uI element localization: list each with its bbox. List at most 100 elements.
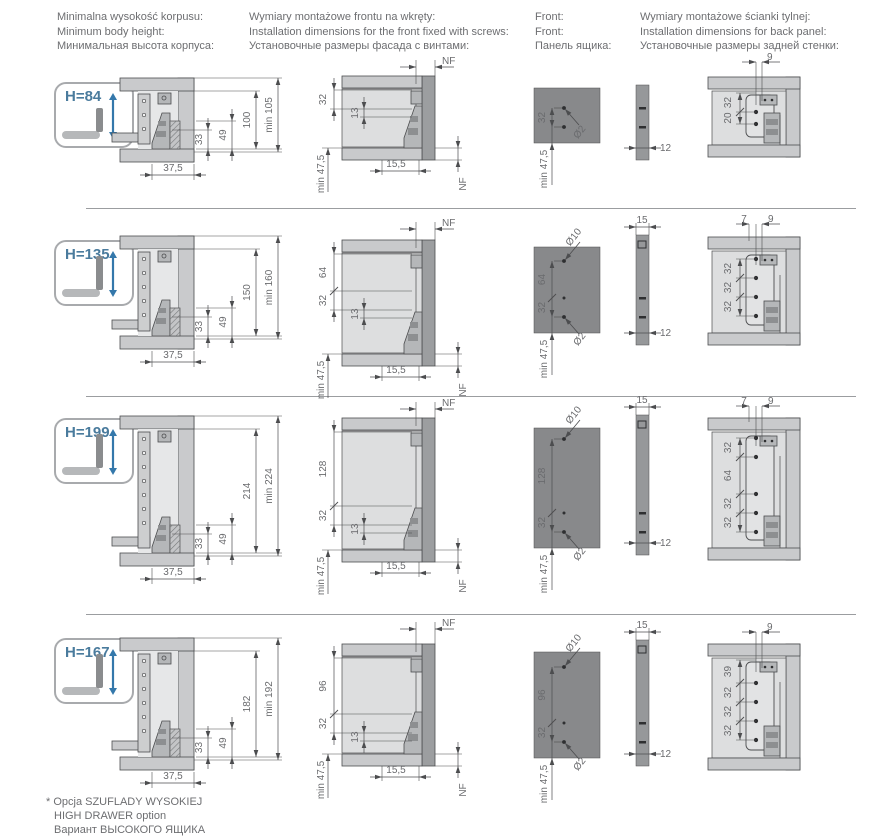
dim-label: 33 — [194, 321, 205, 333]
height-badge: H=135 — [54, 240, 134, 306]
dim-label: NF — [458, 177, 469, 190]
dim-label: 37,5 — [163, 567, 183, 578]
dim-label: 96 — [318, 680, 329, 692]
footnote-line-ru: Вариант ВЫСОКОГО ЯЩИКА — [54, 823, 206, 836]
dim-label: 37,5 — [163, 771, 183, 782]
dim-label: 32 — [537, 517, 548, 529]
back-panel-diagram: 9 39 32 32 32 — [707, 622, 801, 771]
body-diagram: 37,5 33 49 100 min 105 — [111, 77, 282, 180]
dim-label: min 47,5 — [316, 556, 327, 595]
dim-label: NF — [442, 56, 455, 67]
dim-label: 49 — [218, 129, 229, 141]
header-line-ru: Установочные размеры задней стенки: — [640, 40, 839, 53]
dim-label: min 47,5 — [316, 154, 327, 193]
dim-label: 20 — [723, 112, 734, 124]
back-panel-diagram: 9 32 20 — [707, 52, 801, 158]
dim-label: NF — [442, 218, 455, 229]
column-header-front: Front: Front: Панель ящика: — [535, 10, 611, 54]
dim-label: 32 — [318, 295, 329, 307]
dim-label: 15,5 — [386, 159, 406, 170]
header-line-en: Front: — [535, 25, 564, 38]
dim-label: 128 — [537, 467, 548, 484]
column-header-front-screws: Wymiary montażowe frontu na wkręty: Inst… — [249, 10, 509, 54]
dim-label: 32 — [537, 302, 548, 314]
header-line-ru: Установочные размеры фасада с винтами: — [249, 40, 470, 53]
dim-label: 33 — [194, 742, 205, 754]
dim-label: min 47,5 — [539, 149, 550, 188]
dim-label: min 192 — [264, 681, 275, 717]
dim-label: Ø10 — [564, 632, 585, 654]
back-panel-diagram: 7 9 32 64 32 32 — [707, 396, 801, 561]
dim-label: 33 — [194, 538, 205, 550]
dim-label: 32 — [723, 263, 734, 275]
dim-label: NF — [458, 383, 469, 396]
dim-label: 96 — [537, 689, 548, 701]
drawer-bottom-icon — [62, 467, 100, 475]
dim-label: 32 — [537, 727, 548, 739]
drawer-front-icon — [96, 654, 103, 688]
header-line-pl: Wymiary montażowe frontu na wkręty: — [249, 11, 436, 23]
dim-label: 15,5 — [386, 365, 406, 376]
dim-label: 15,5 — [386, 765, 406, 776]
dim-label: min 47,5 — [539, 764, 550, 803]
header-line-en: Minimum body height: — [57, 25, 165, 38]
dim-label: 182 — [242, 695, 253, 712]
dim-label: 32 — [723, 687, 734, 699]
header-line-pl: Minimalna wysokość korpusu: — [57, 11, 204, 23]
dim-label: 128 — [318, 460, 329, 477]
row-separator — [86, 396, 856, 397]
dim-label: 32 — [723, 442, 734, 454]
dim-label: 12 — [660, 143, 672, 154]
dim-label: 7 — [741, 214, 747, 225]
drawer-bottom-icon — [62, 687, 100, 695]
dim-label: 13 — [350, 308, 361, 320]
dim-label: 49 — [218, 737, 229, 749]
body-diagram: 37,5 33 49 150 min 160 — [111, 235, 282, 367]
dim-label: 100 — [242, 111, 253, 128]
dim-label: 9 — [768, 214, 774, 225]
height-arrow-icon — [109, 649, 117, 695]
height-badge-label: H=84 — [65, 88, 102, 105]
dim-label: 12 — [660, 538, 672, 549]
height-badge: H=199 — [54, 418, 134, 484]
dim-label: 37,5 — [163, 163, 183, 174]
dim-label: 15,5 — [386, 561, 406, 572]
dim-label: Ø10 — [564, 404, 585, 426]
dim-label: 64 — [537, 274, 548, 286]
dim-label: 13 — [350, 731, 361, 743]
dim-label: 9 — [767, 622, 773, 633]
front-fixing-diagram: NF 32 13 min 47,5 15,5 NF — [316, 56, 469, 193]
dim-label: NF — [458, 579, 469, 592]
drawer-bottom-icon — [62, 131, 100, 139]
dim-label: min 160 — [264, 269, 275, 305]
dim-label: 12 — [660, 749, 672, 760]
body-diagram: 37,5 33 49 214 min 224 — [111, 415, 282, 584]
dim-label: 32 — [723, 301, 734, 313]
dim-label: 32 — [723, 725, 734, 737]
dim-label: 33 — [194, 134, 205, 146]
header-line-pl: Front: — [535, 11, 564, 23]
dim-label: NF — [458, 783, 469, 796]
header-line-ru: Панель ящика: — [535, 40, 612, 53]
drawer-front-icon — [96, 434, 103, 468]
dim-label: 7 — [741, 396, 747, 407]
dim-label: min 47,5 — [539, 339, 550, 378]
dim-label: 37,5 — [163, 350, 183, 361]
height-arrow-icon — [109, 429, 117, 475]
dim-label: 39 — [723, 666, 734, 678]
dim-label: NF — [442, 618, 455, 629]
dim-label: 12 — [660, 328, 672, 339]
dim-label: 150 — [242, 284, 253, 301]
dim-label: 32 — [318, 718, 329, 730]
column-header-back-panel: Wymiary montażowe ścianki tylnej: Instal… — [640, 10, 839, 54]
height-arrow-icon — [109, 251, 117, 297]
dim-label: 49 — [218, 316, 229, 328]
drawer-front-icon — [96, 256, 103, 290]
dim-label: 32 — [723, 517, 734, 529]
dim-label: min 105 — [264, 97, 275, 133]
